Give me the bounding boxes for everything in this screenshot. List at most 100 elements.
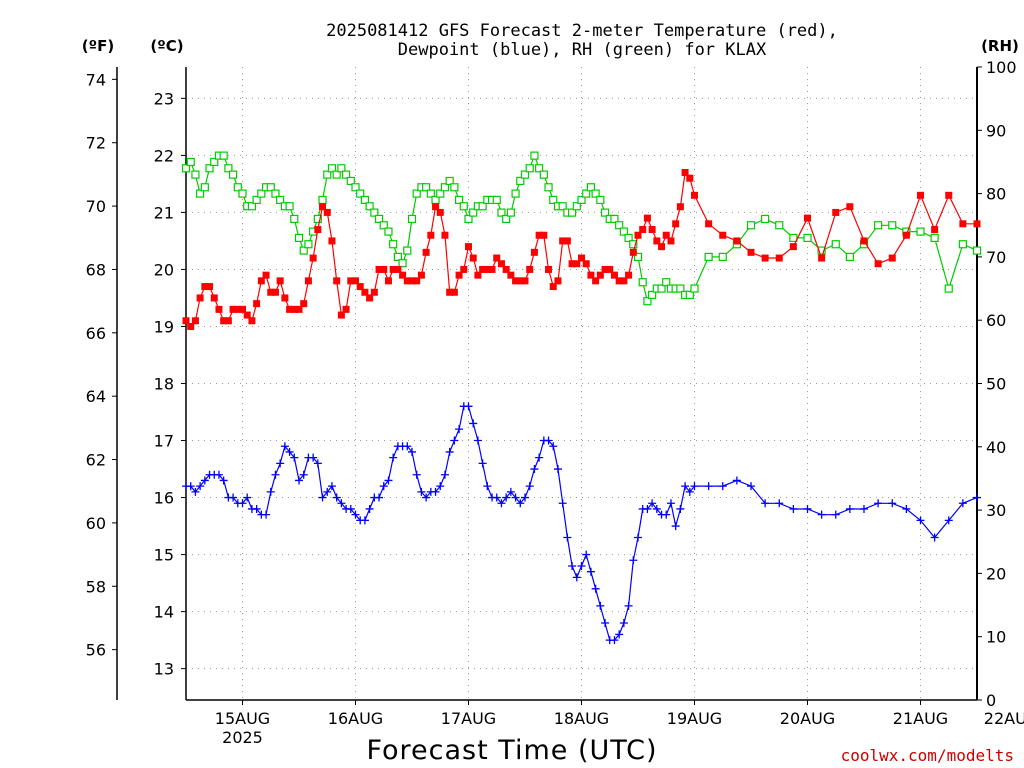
- temperature-point: [775, 254, 783, 262]
- rh-point: [379, 221, 388, 230]
- rh-point: [775, 221, 784, 230]
- rh-point: [450, 183, 459, 192]
- rh-point: [624, 233, 633, 243]
- rh-tick-label: 100: [986, 58, 1017, 77]
- celsius-tick-label: 17: [154, 432, 174, 451]
- dewpoint-point: [285, 447, 294, 456]
- dewpoint-point: [615, 630, 624, 639]
- fahrenheit-tick-label: 72: [86, 134, 106, 153]
- x-tick-label: 15AUG: [215, 709, 270, 728]
- temperature-point: [253, 300, 261, 308]
- temperature-point: [276, 277, 284, 285]
- rh-point: [393, 252, 402, 261]
- dewpoint-point: [243, 493, 252, 502]
- dewpoint-point: [916, 516, 925, 525]
- dewpoint-point: [596, 601, 605, 610]
- x-tick-label: 16AUG: [328, 709, 383, 728]
- dewpoint-point: [196, 482, 205, 491]
- rh-point: [238, 189, 247, 198]
- temperature-point: [526, 265, 534, 273]
- temperature-point: [304, 277, 312, 285]
- dewpoint-point: [582, 550, 591, 559]
- temperature-point: [578, 254, 585, 262]
- temperature-point: [352, 277, 359, 285]
- temperature-point: [441, 231, 449, 239]
- dewpoint-point: [271, 470, 280, 479]
- rh-point: [690, 284, 699, 293]
- dewpoint-point: [775, 499, 784, 508]
- dewpoint-point: [888, 499, 897, 508]
- temperature-point: [474, 271, 482, 279]
- dewpoint-point: [535, 453, 544, 462]
- dewpoint-point: [266, 487, 275, 496]
- dewpoint-point: [360, 516, 369, 525]
- celsius-tick-label: 23: [154, 89, 174, 108]
- dewpoint-point: [973, 493, 981, 502]
- dewpoint-point: [591, 584, 600, 593]
- dewpoint-point: [845, 504, 854, 513]
- dewpoint-point: [944, 516, 953, 525]
- rh-point: [972, 246, 982, 255]
- temperature-point: [356, 283, 364, 291]
- dewpoint-point: [511, 493, 520, 502]
- dewpoint-point: [930, 533, 939, 542]
- dewpoint-point: [422, 493, 431, 502]
- temperature-point: [931, 226, 939, 234]
- rh-tick-label: 0: [986, 691, 996, 710]
- rh-point: [403, 246, 412, 255]
- rh-point: [398, 259, 407, 268]
- rh-point: [492, 195, 501, 205]
- rh-point: [360, 195, 370, 205]
- temperature-point: [450, 288, 458, 296]
- dewpoint-point: [634, 533, 642, 542]
- dewpoint-point: [525, 482, 534, 491]
- temperature-point: [206, 283, 214, 291]
- temperature-point: [337, 311, 345, 319]
- chart-title-line-1: 2025081412 GFS Forecast 2-meter Temperat…: [326, 21, 838, 41]
- dewpoint-point: [469, 419, 478, 428]
- dewpoint-point: [332, 493, 341, 502]
- dewpoint-point: [450, 436, 459, 445]
- rh-point: [228, 170, 238, 179]
- temperature-point: [516, 277, 524, 285]
- rh-point: [332, 170, 341, 179]
- temperature-point: [902, 231, 910, 239]
- dewpoint-point: [309, 453, 318, 462]
- temperature-point: [691, 191, 698, 199]
- rh-point: [539, 170, 548, 179]
- fahrenheit-tick-label: 68: [86, 260, 106, 279]
- dewpoint-point: [313, 459, 322, 468]
- temperature-point: [191, 317, 199, 325]
- rh-point: [633, 252, 643, 261]
- temperature-point: [366, 294, 374, 302]
- fahrenheit-tick-label: 56: [86, 641, 106, 660]
- rh-point: [384, 227, 393, 236]
- rh-point: [271, 189, 280, 198]
- dewpoint-point: [186, 482, 195, 491]
- dewpoint-point: [704, 482, 713, 491]
- fahrenheit-tick-label: 60: [86, 514, 106, 533]
- temperature-point: [234, 305, 242, 313]
- temperature-point: [286, 305, 294, 313]
- rh-point: [789, 233, 798, 243]
- rh-point: [337, 164, 346, 173]
- dewpoint-point: [262, 510, 271, 519]
- temperature-point: [295, 305, 303, 313]
- celsius-tick-label: 18: [154, 375, 174, 394]
- temperature-point: [187, 322, 195, 330]
- temperature-point: [818, 254, 826, 262]
- dewpoint-point: [874, 499, 883, 508]
- temperature-point: [639, 226, 647, 234]
- dewpoint-point: [436, 482, 445, 491]
- temperature-point: [554, 277, 562, 285]
- rh-point: [219, 151, 228, 160]
- dewpoint-point: [389, 453, 398, 462]
- temperature-point: [497, 260, 505, 268]
- rh-point: [224, 164, 233, 173]
- temperature-point: [465, 243, 472, 251]
- dewpoint-point: [299, 470, 308, 479]
- rh-point: [313, 214, 322, 224]
- temperature-point: [182, 317, 190, 325]
- fahrenheit-tick-label: 58: [86, 577, 106, 596]
- dewpoint-point: [455, 425, 464, 434]
